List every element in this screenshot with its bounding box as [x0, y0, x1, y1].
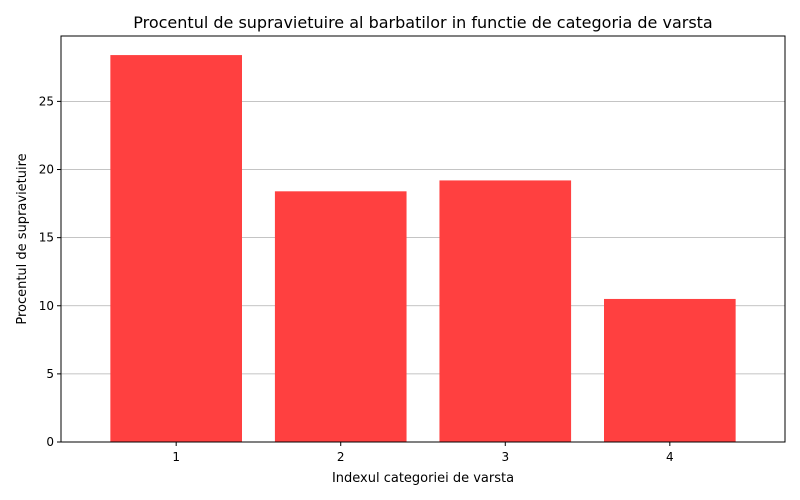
bar-1 — [110, 55, 242, 443]
x-axis-label: Indexul categoriei de varsta — [332, 471, 514, 486]
y-tick-label: 25 — [39, 94, 54, 108]
y-tick-label: 15 — [39, 231, 54, 245]
plot-frame — [60, 35, 786, 443]
y-tick-label: 5 — [46, 367, 54, 381]
y-tick-label: 0 — [46, 435, 54, 449]
y-tick-label: 20 — [39, 163, 54, 177]
x-tick-label: 3 — [501, 450, 509, 464]
x-tick-label: 4 — [666, 450, 674, 464]
x-tick-label: 1 — [172, 450, 180, 464]
x-axis: 1 2 3 4 — [172, 442, 674, 464]
chart-title: Procentul de supravietuire al barbatilor… — [133, 13, 712, 32]
bar-4 — [604, 298, 736, 442]
bars — [110, 55, 736, 443]
x-tick-label: 2 — [337, 450, 345, 464]
y-axis-label: Procentul de supravietuire — [15, 153, 30, 324]
bar-2 — [274, 191, 407, 442]
y-tick-label: 10 — [39, 299, 54, 313]
y-axis: 0 5 10 15 20 25 — [39, 94, 61, 449]
bar-3 — [439, 180, 572, 442]
